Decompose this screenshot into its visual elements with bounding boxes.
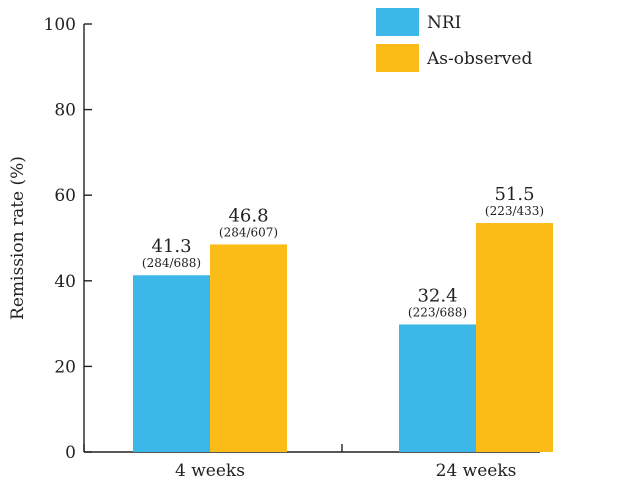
y-tick-label: 40 bbox=[54, 272, 76, 292]
y-tick-label: 20 bbox=[54, 357, 76, 377]
legend-label: NRI bbox=[427, 13, 461, 33]
y-ticks: 0 20 40 60 80 100 bbox=[44, 15, 92, 463]
bars bbox=[133, 223, 553, 452]
bar-fraction-label: (223/688) bbox=[408, 305, 467, 319]
legend: NRI As-observed bbox=[376, 8, 532, 72]
legend-swatch bbox=[376, 44, 419, 72]
legend-label: As-observed bbox=[426, 49, 532, 69]
bar-value-label: 46.8 bbox=[228, 205, 268, 226]
y-axis-label: Remission rate (%) bbox=[8, 156, 28, 320]
y-tick-label: 100 bbox=[44, 15, 76, 35]
bar-fraction-label: (284/607) bbox=[219, 225, 278, 239]
legend-swatch bbox=[376, 8, 419, 36]
bar-fraction-label: (223/433) bbox=[485, 204, 544, 218]
bar-labels: (284/688)41.3 (223/688)32.4 (284/607)46.8 (… bbox=[142, 184, 544, 319]
bar bbox=[399, 324, 476, 452]
bar-value-label: 51.5 bbox=[494, 184, 534, 205]
x-tick-label: 24 weeks bbox=[436, 461, 517, 481]
bar-fraction-label: (284/688) bbox=[142, 256, 201, 270]
bar bbox=[476, 223, 553, 452]
bar bbox=[210, 244, 287, 452]
x-tick-label: 4 weeks bbox=[175, 461, 245, 481]
bar-value-label: 41.3 bbox=[151, 236, 191, 257]
y-tick-label: 80 bbox=[54, 101, 76, 121]
bar bbox=[133, 275, 210, 452]
x-ticks: 4 weeks 24 weeks bbox=[83, 444, 541, 481]
bar-value-label: 32.4 bbox=[417, 285, 457, 306]
y-tick-label: 0 bbox=[65, 443, 76, 463]
y-tick-label: 60 bbox=[54, 186, 76, 206]
